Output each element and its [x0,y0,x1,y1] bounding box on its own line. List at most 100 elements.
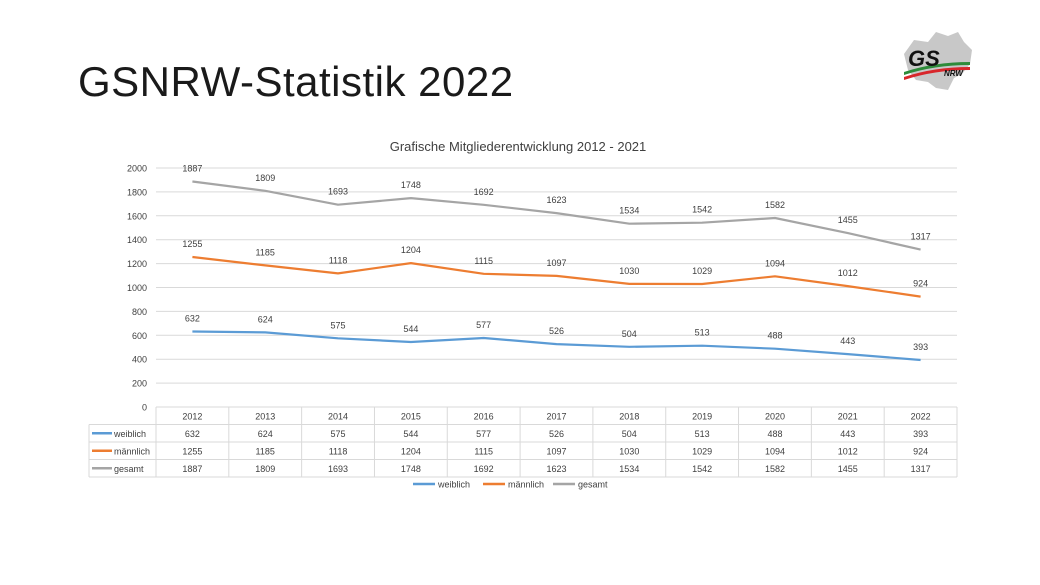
y-tick-label: 800 [132,307,147,317]
table-cell-value: 1097 [546,446,566,456]
table-cell-value: 513 [695,429,710,439]
data-label: 1582 [765,200,785,210]
table-cell-value: 544 [403,429,418,439]
data-label: 1692 [474,187,494,197]
data-label: 513 [695,328,710,338]
data-label: 1030 [619,266,639,276]
data-label: 1455 [838,215,858,225]
x-category-label: 2018 [619,411,639,421]
y-tick-label: 1200 [127,259,147,269]
data-label: 1534 [619,206,639,216]
data-label: 1542 [692,205,712,215]
data-label: 544 [403,324,418,334]
data-label: 1317 [911,232,931,242]
table-series-name: weiblich [113,429,146,439]
table-cell-value: 1255 [182,446,202,456]
logo-swoosh-red [904,67,970,80]
y-tick-label: 600 [132,331,147,341]
data-label: 393 [913,342,928,352]
data-label: 1693 [328,187,348,197]
slide-title: GSNRW-Statistik 2022 [78,58,514,105]
table-cell-value: 1455 [838,464,858,474]
legend-label: weiblich [437,480,470,490]
logo-text: GS [908,46,940,71]
data-label: 488 [767,331,782,341]
table-cell-value: 1582 [765,464,785,474]
table-cell-value: 488 [767,429,782,439]
data-label: 526 [549,326,564,336]
data-label: 1094 [765,258,785,268]
y-tick-label: 0 [142,403,147,413]
data-label: 624 [258,314,273,324]
x-category-label: 2013 [255,411,275,421]
table-series-name: männlich [114,446,150,456]
logo-swoosh-green [904,62,970,75]
series-line-männlich [192,255,921,298]
table-cell-value: 575 [331,429,346,439]
x-category-label: 2022 [911,411,931,421]
y-tick-label: 2000 [127,164,147,174]
y-tick-label: 1800 [127,187,147,197]
y-tick-label: 1400 [127,235,147,245]
table-cell-value: 504 [622,429,637,439]
table-cell-value: 632 [185,429,200,439]
x-category-label: 2014 [328,411,348,421]
data-label: 1097 [546,258,566,268]
x-category-label: 2015 [401,411,421,421]
table-series-name: gesamt [114,464,144,474]
table-cell-value: 1534 [619,464,639,474]
y-tick-label: 1600 [127,211,147,221]
series-line-gesamt [192,180,921,251]
y-tick-label: 1000 [127,283,147,293]
data-label: 1012 [838,268,858,278]
table-cell-value: 577 [476,429,491,439]
table-cell-value: 1204 [401,446,421,456]
table-cell-value: 924 [913,446,928,456]
legend-label: männlich [508,480,544,490]
data-label: 504 [622,329,637,339]
table-cell-value: 1692 [474,464,494,474]
x-category-label: 2012 [182,411,202,421]
x-category-label: 2020 [765,411,785,421]
y-tick-label: 200 [132,379,147,389]
table-cell-value: 1887 [182,464,202,474]
table-cell-value: 1012 [838,446,858,456]
data-label: 632 [185,313,200,323]
series-line-weiblich [192,330,921,362]
table-cell-value: 526 [549,429,564,439]
x-category-label: 2019 [692,411,712,421]
y-tick-label: 400 [132,355,147,365]
table-cell-value: 1317 [911,464,931,474]
data-label: 1623 [546,195,566,205]
data-label: 1185 [256,247,275,257]
data-label: 1255 [182,239,202,249]
table-cell-value: 1185 [256,446,275,456]
gsnrw-logo: GS NRW [904,32,972,90]
table-cell-value: 624 [258,429,273,439]
data-label: 577 [476,320,491,330]
chart-title: Grafische Mitgliederentwicklung 2012 - 2… [390,139,647,154]
nrw-map-shape [904,32,972,90]
data-label: 1029 [692,266,712,276]
data-label: 1887 [182,164,202,174]
x-category-label: 2016 [474,411,494,421]
logo-subtext: NRW [944,69,964,78]
data-label: 1118 [329,255,348,265]
table-cell-value: 393 [913,429,928,439]
table-cell-value: 1542 [692,464,712,474]
legend-label: gesamt [578,480,608,490]
data-label: 443 [840,336,855,346]
x-category-label: 2021 [838,411,858,421]
table-cell-value: 443 [840,429,855,439]
table-cell-value: 1115 [474,446,493,456]
table-cell-value: 1809 [255,464,275,474]
table-cell-value: 1748 [401,464,421,474]
table-cell-value: 1094 [765,446,785,456]
data-label: 575 [331,320,346,330]
data-label: 1204 [401,245,421,255]
data-label: 1115 [474,256,493,266]
x-category-label: 2017 [546,411,566,421]
table-cell-value: 1029 [692,446,712,456]
data-label: 1809 [255,173,275,183]
